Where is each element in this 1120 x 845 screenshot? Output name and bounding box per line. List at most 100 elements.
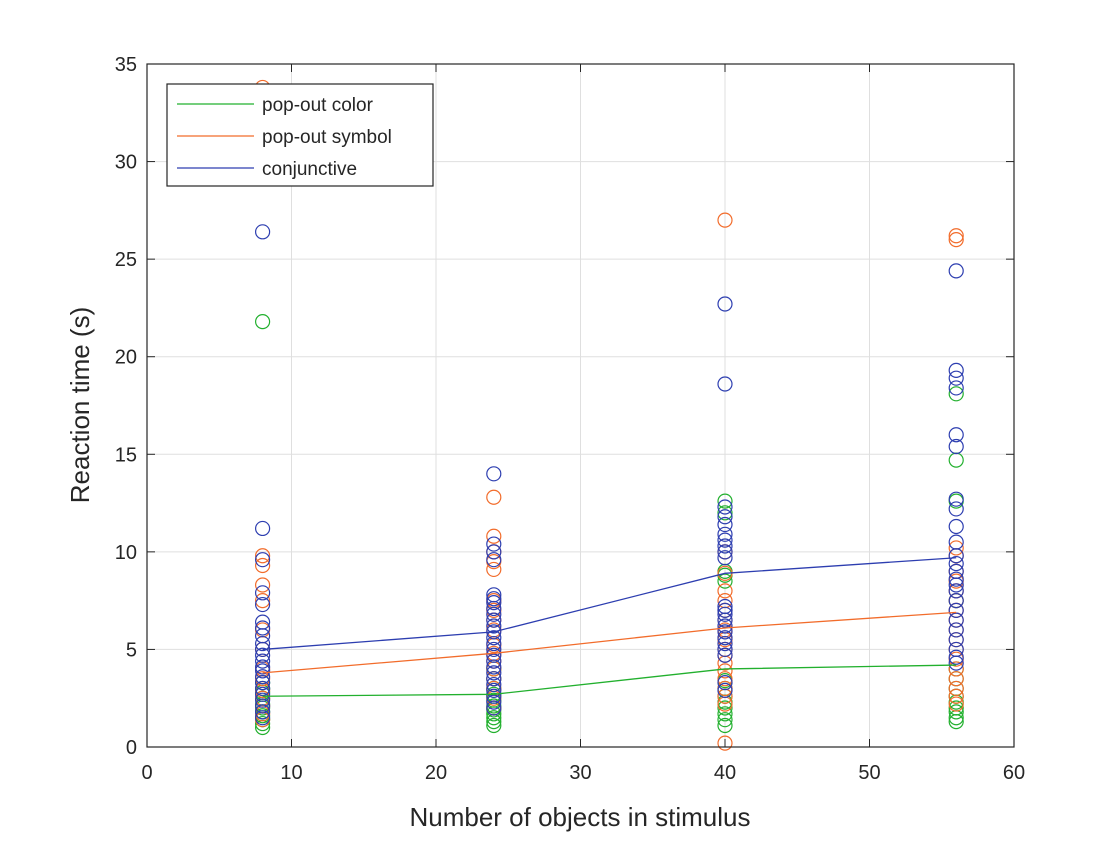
mean-lines-layer: [262, 557, 957, 697]
data-point-conjunctive: [948, 583, 964, 599]
data-point-conjunctive: [717, 606, 733, 622]
data-point-conjunctive: [717, 526, 733, 542]
data-point-pop-out-symbol: [255, 577, 271, 593]
data-point-conjunctive: [255, 669, 271, 685]
legend-label-conjunctive: conjunctive: [262, 159, 357, 180]
data-point-conjunctive: [486, 659, 502, 675]
data-point-conjunctive: [717, 538, 733, 554]
data-point-pop-out-symbol: [255, 548, 271, 564]
data-point-pop-out-symbol: [948, 680, 964, 697]
data-point-conjunctive: [255, 520, 271, 537]
data-point-conjunctive: [255, 659, 271, 675]
data-point-pop-out-color: [717, 717, 733, 734]
data-point-conjunctive: [486, 676, 502, 693]
x-tick-label: 50: [858, 762, 880, 784]
data-point-conjunctive: [948, 438, 964, 455]
data-point-conjunctive: [486, 671, 502, 687]
data-point-pop-out-symbol: [486, 561, 502, 578]
data-point-conjunctive: [717, 675, 733, 691]
data-point-conjunctive: [948, 622, 964, 638]
data-point-conjunctive: [717, 296, 733, 312]
data-point-conjunctive: [948, 593, 964, 609]
data-point-conjunctive: [717, 544, 733, 560]
data-point-conjunctive: [255, 704, 271, 720]
legend-box: [166, 83, 434, 187]
y-tick-label: 30: [115, 152, 137, 174]
data-point-conjunctive: [255, 635, 271, 652]
data-point-pop-out-color: [717, 573, 733, 589]
grid-layer: [147, 64, 1014, 747]
data-point-pop-out-color: [717, 493, 733, 509]
data-point-conjunctive: [948, 577, 964, 593]
data-point-pop-out-color: [486, 717, 502, 734]
data-point-pop-out-color: [717, 505, 733, 521]
data-point-conjunctive: [486, 694, 502, 710]
data-point-conjunctive: [717, 509, 733, 525]
data-point-conjunctive: [486, 612, 502, 628]
data-point-conjunctive: [255, 686, 271, 702]
data-point-pop-out-symbol: [948, 661, 964, 677]
y-tick-label: 10: [115, 542, 137, 564]
legend-label-pop-out-color: pop-out color: [262, 95, 374, 116]
x-axis-label: Number of objects in stimulus: [409, 802, 750, 832]
data-point-pop-out-symbol: [717, 212, 733, 228]
y-tick-label: 5: [126, 639, 137, 661]
data-point-conjunctive: [948, 571, 964, 587]
data-point-conjunctive: [255, 647, 271, 663]
data-point-conjunctive: [255, 596, 271, 613]
x-tick-label: 0: [141, 762, 152, 784]
data-point-pop-out-symbol: [948, 696, 964, 712]
data-point-conjunctive: [717, 635, 733, 652]
data-point-conjunctive: [486, 536, 502, 552]
data-point-conjunctive: [948, 501, 964, 517]
data-point-pop-out-symbol: [948, 671, 964, 687]
data-point-conjunctive: [486, 606, 502, 622]
data-point-pop-out-symbol: [948, 228, 964, 244]
data-point-pop-out-color: [717, 700, 733, 716]
data-point-conjunctive: [486, 591, 502, 607]
mean-line-pop-out-color: [262, 664, 957, 697]
data-point-conjunctive: [255, 224, 271, 240]
data-point-pop-out-color: [255, 715, 271, 732]
data-point-pop-out-color: [948, 704, 964, 720]
data-point-conjunctive: [486, 600, 502, 617]
data-point-conjunctive: [486, 700, 502, 716]
data-point-conjunctive: [948, 612, 964, 628]
data-point-conjunctive: [255, 675, 271, 691]
mean-line-conjunctive: [262, 557, 957, 651]
data-point-conjunctive: [255, 692, 271, 708]
data-point-pop-out-symbol: [717, 735, 733, 751]
data-point-pop-out-color: [717, 712, 733, 728]
data-point-pop-out-symbol: [717, 671, 733, 687]
y-axis-label: Reaction time (s): [65, 307, 95, 504]
data-point-conjunctive: [948, 427, 964, 443]
data-point-conjunctive: [717, 618, 733, 634]
data-point-conjunctive: [255, 653, 271, 669]
data-point-conjunctive: [948, 370, 964, 386]
data-point-pop-out-symbol: [948, 540, 964, 556]
data-point-conjunctive: [717, 550, 733, 566]
y-tick-label: 25: [115, 249, 137, 271]
data-point-conjunctive: [948, 491, 964, 507]
data-point-pop-out-symbol: [717, 583, 733, 599]
data-point-pop-out-color: [255, 313, 271, 330]
data-point-conjunctive: [486, 682, 502, 699]
mean-line-pop-out-symbol: [262, 611, 957, 674]
data-point-conjunctive: [717, 499, 733, 515]
data-point-pop-out-color: [717, 706, 733, 722]
legend-label-pop-out-symbol: pop-out symbol: [262, 127, 392, 148]
x-tick-label: 40: [714, 762, 736, 784]
data-point-pop-out-symbol: [255, 593, 271, 609]
data-point-conjunctive: [717, 516, 733, 533]
data-point-conjunctive: [948, 518, 964, 535]
data-point-conjunctive: [948, 632, 964, 648]
data-point-conjunctive: [948, 263, 964, 279]
data-point-pop-out-symbol: [486, 489, 502, 505]
y-tick-label: 35: [115, 54, 137, 76]
y-tick-label: 0: [126, 737, 137, 759]
points-layer: [255, 79, 964, 751]
data-point-conjunctive: [255, 620, 271, 636]
data-point-conjunctive: [486, 688, 502, 704]
